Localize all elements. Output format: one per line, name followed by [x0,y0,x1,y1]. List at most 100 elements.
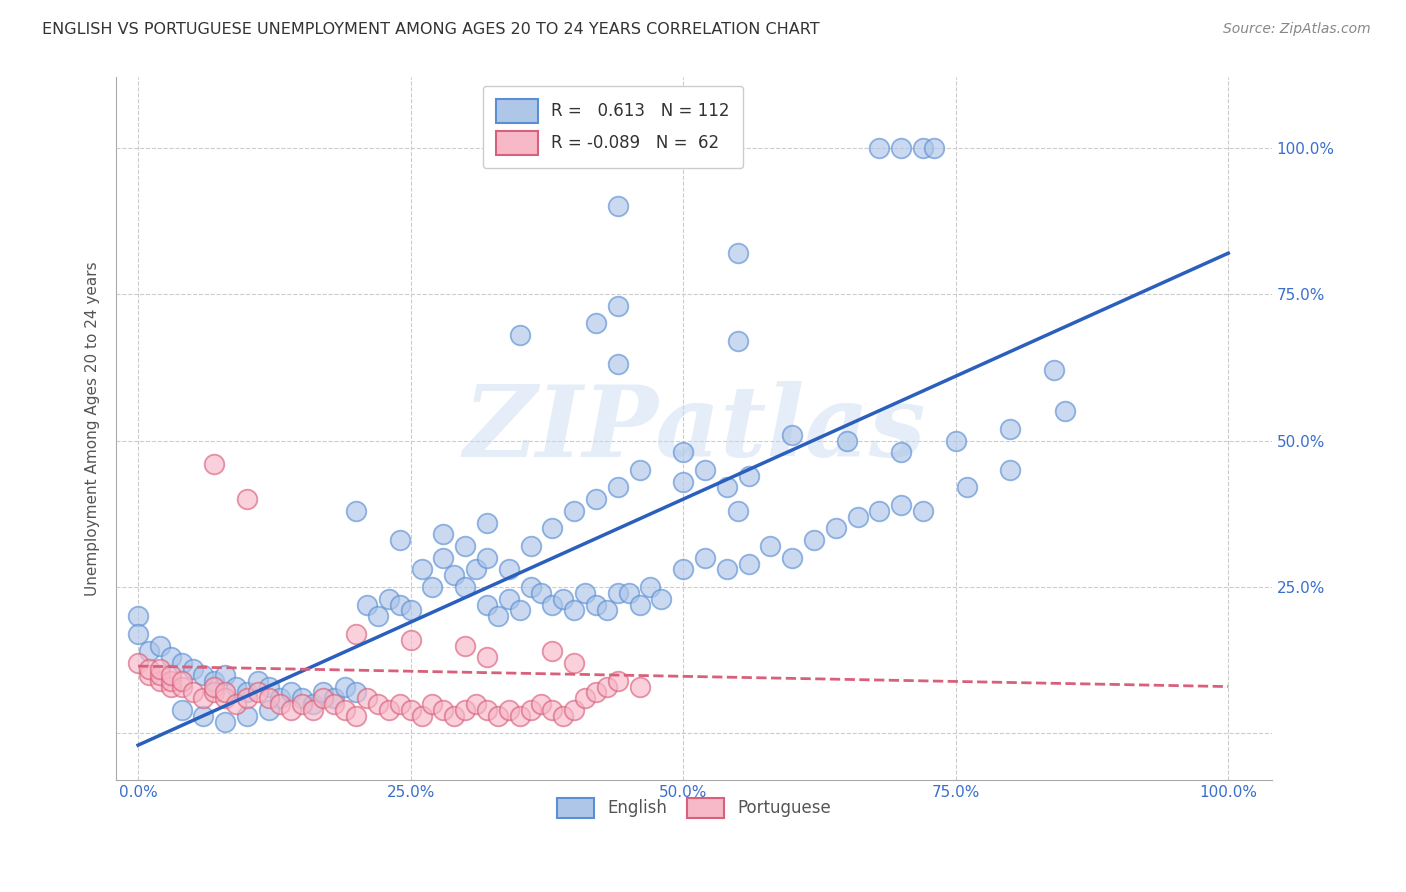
Point [443,568,465,582]
Point [388,598,411,612]
Point [759,539,782,553]
Point [323,691,346,706]
Point [693,463,716,477]
Point [585,492,607,507]
Point [138,668,160,682]
Point [280,685,302,699]
Point [606,299,628,313]
Point [246,673,269,688]
Point [301,697,323,711]
Point [617,586,640,600]
Point [606,358,628,372]
Point [585,317,607,331]
Text: Source: ZipAtlas.com: Source: ZipAtlas.com [1223,22,1371,37]
Point [541,598,564,612]
Point [640,580,662,594]
Point [606,586,628,600]
Point [388,697,411,711]
Point [727,504,749,518]
Point [562,603,585,617]
Point [562,504,585,518]
Point [378,591,401,606]
Point [1043,363,1066,377]
Point [236,691,259,706]
Point [301,703,323,717]
Point [585,685,607,699]
Point [553,709,575,723]
Point [868,141,890,155]
Point [693,550,716,565]
Point [541,521,564,535]
Point [269,697,291,711]
Point [465,562,488,576]
Point [562,656,585,670]
Point [574,586,596,600]
Point [378,703,401,717]
Point [388,533,411,548]
Point [335,680,357,694]
Point [475,703,498,717]
Point [344,627,367,641]
Point [824,521,846,535]
Point [519,703,541,717]
Point [890,445,912,459]
Point [475,650,498,665]
Point [170,703,193,717]
Point [519,580,541,594]
Point [846,509,869,524]
Point [159,673,181,688]
Point [606,673,628,688]
Point [181,662,204,676]
Point [149,668,172,682]
Point [411,709,433,723]
Point [432,703,454,717]
Point [291,697,314,711]
Point [509,328,531,343]
Point [367,609,389,624]
Point [1000,463,1022,477]
Text: ENGLISH VS PORTUGUESE UNEMPLOYMENT AMONG AGES 20 TO 24 YEARS CORRELATION CHART: ENGLISH VS PORTUGUESE UNEMPLOYMENT AMONG… [42,22,820,37]
Point [356,598,378,612]
Point [553,591,575,606]
Point [214,691,236,706]
Point [127,609,149,624]
Point [149,673,172,688]
Point [737,468,759,483]
Point [257,691,280,706]
Point [411,562,433,576]
Point [868,504,890,518]
Point [541,644,564,658]
Point [672,445,695,459]
Point [443,709,465,723]
Point [454,580,477,594]
Point [956,480,979,494]
Point [202,685,225,699]
Point [835,434,858,448]
Point [344,504,367,518]
Point [911,141,934,155]
Point [170,656,193,670]
Point [672,475,695,489]
Point [454,539,477,553]
Point [149,662,172,676]
Point [432,527,454,541]
Point [323,697,346,711]
Point [574,691,596,706]
Point [193,709,215,723]
Point [335,703,357,717]
Point [509,603,531,617]
Point [170,673,193,688]
Point [193,691,215,706]
Point [475,516,498,530]
Point [454,703,477,717]
Point [911,504,934,518]
Point [202,673,225,688]
Point [225,697,247,711]
Point [399,703,422,717]
Point [780,427,803,442]
Point [716,480,738,494]
Point [138,662,160,676]
Point [356,691,378,706]
Point [530,586,553,600]
Point [596,680,619,694]
